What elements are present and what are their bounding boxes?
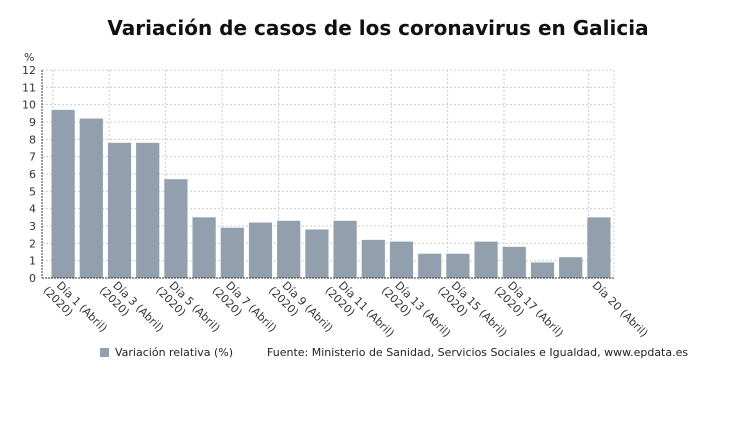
bar — [333, 220, 357, 278]
bar — [277, 220, 301, 278]
bar — [502, 246, 526, 278]
bar — [107, 142, 132, 278]
y-tick-label: 12 — [22, 64, 36, 77]
bar — [530, 262, 555, 278]
bar — [361, 239, 385, 278]
bar — [559, 257, 583, 278]
bar — [446, 253, 470, 278]
x-tick-label: Día 7 (Abril)(2020) — [210, 275, 279, 344]
legend-swatch — [100, 348, 109, 357]
bar — [248, 222, 273, 278]
chart-title: Variación de casos de los coronavirus en… — [107, 16, 649, 40]
bar — [418, 253, 442, 278]
bar — [474, 241, 498, 278]
bar — [164, 179, 188, 278]
x-tick-label-line: Día 20 (Abril) — [590, 279, 651, 340]
bar — [389, 241, 414, 278]
y-tick-label: 8 — [29, 133, 36, 146]
source-text: Fuente: Ministerio de Sanidad, Servicios… — [267, 346, 689, 359]
bar — [79, 118, 103, 279]
y-tick-label: 9 — [29, 116, 36, 129]
y-tick-label: 10 — [22, 99, 36, 112]
y-tick-label: 7 — [29, 151, 36, 164]
x-tick-label: Día 3 (Abril)(2020) — [97, 275, 166, 344]
y-tick-label: 2 — [29, 237, 36, 250]
legend: Variación relativa (%) Fuente: Ministeri… — [100, 346, 688, 359]
y-tick-label: 3 — [29, 220, 36, 233]
x-tick-label: Día 1 (Abril)(2020) — [40, 275, 109, 344]
y-tick-label: 5 — [29, 185, 36, 198]
y-tick-label: 6 — [29, 168, 36, 181]
bar — [305, 229, 329, 278]
legend-label: Variación relativa (%) — [115, 346, 234, 359]
y-tick-label: 1 — [29, 255, 36, 268]
y-tick-label: 0 — [29, 272, 36, 285]
bar — [136, 142, 160, 278]
x-tick-label: Día 9 (Abril)(2020) — [266, 275, 335, 344]
bar — [51, 109, 75, 278]
x-tick-label: Día 17 (Abril)(2020) — [492, 275, 566, 349]
x-tick-label: Día 5 (Abril)(2020) — [153, 275, 222, 344]
bar — [192, 217, 216, 278]
y-tick-label: 4 — [29, 203, 36, 216]
bar — [587, 217, 611, 278]
x-tick-label: Día 20 (Abril) — [590, 279, 651, 340]
y-tick-label: 11 — [22, 81, 36, 94]
y-axis-label: % — [24, 51, 34, 64]
bar — [220, 227, 244, 278]
